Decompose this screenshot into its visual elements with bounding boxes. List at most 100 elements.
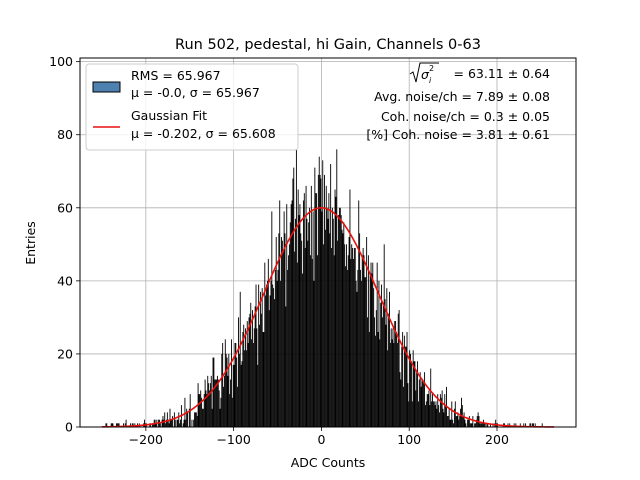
histogram-bar	[218, 390, 220, 427]
histogram-bar	[397, 313, 399, 427]
histogram-bar	[182, 423, 184, 427]
histogram-bar	[297, 189, 299, 427]
histogram-bar	[205, 390, 207, 427]
histogram-bar	[438, 405, 440, 427]
histogram-bar	[234, 342, 236, 427]
histogram-bar	[381, 317, 383, 427]
histogram-bar	[235, 342, 237, 427]
histogram-bar	[304, 247, 306, 427]
histogram-bar	[183, 419, 185, 427]
histogram-bar	[338, 207, 340, 427]
histogram-bar	[365, 277, 367, 427]
histogram-bar	[454, 401, 456, 427]
histogram-bar	[430, 368, 432, 427]
histogram-bar	[534, 423, 536, 427]
histogram-bar	[437, 394, 439, 427]
histogram-bar	[414, 361, 416, 427]
histogram-bar	[203, 394, 205, 427]
histogram-bar	[439, 394, 441, 427]
histogram-bar	[259, 291, 261, 427]
stat-coh-noise-percent: [%] Coh. noise = 3.81 ± 0.61	[366, 127, 550, 142]
histogram-bar	[412, 350, 414, 427]
histogram-bar	[346, 269, 348, 427]
histogram-bar	[367, 255, 369, 427]
histogram-bar	[396, 332, 397, 427]
histogram-bar	[223, 386, 224, 427]
histogram-bar	[325, 185, 327, 427]
legend-histogram-swatch	[92, 81, 121, 93]
histogram-bar	[164, 412, 166, 427]
histogram-bar	[424, 372, 426, 427]
histogram-bar	[206, 394, 208, 427]
gaussian-fit-line	[101, 206, 555, 428]
histogram-bar	[260, 313, 262, 427]
legend-histogram-label: RMS = 65.967	[131, 68, 221, 83]
histogram-bar	[247, 342, 249, 427]
histogram-bar	[320, 178, 322, 427]
histogram-bar	[212, 357, 214, 427]
histogram-bar	[152, 423, 154, 427]
histogram-bar	[378, 280, 380, 427]
histogram-bar	[144, 419, 145, 427]
histogram-bar	[401, 346, 403, 427]
histogram-bar	[389, 291, 390, 427]
histogram-bar	[317, 174, 319, 427]
histogram-bar	[348, 237, 350, 427]
histogram-bar	[327, 218, 329, 427]
histogram-bar	[429, 405, 431, 427]
histogram-bar	[453, 408, 455, 427]
y-tick-label: 80	[57, 127, 73, 142]
histogram-bar	[464, 419, 466, 427]
histogram-bar	[257, 364, 259, 427]
histogram-bar	[220, 397, 222, 427]
histogram-bar	[322, 160, 324, 427]
histogram-bar	[326, 207, 328, 427]
histogram-bar	[209, 383, 211, 427]
histogram-bar	[453, 423, 454, 427]
histogram-bar	[117, 423, 119, 427]
histogram-bar	[411, 401, 413, 427]
histogram-bar	[275, 237, 277, 427]
histogram-bar	[287, 269, 289, 427]
x-axis-label: ADC Counts	[291, 455, 366, 470]
histogram-bar	[345, 244, 347, 427]
histogram-bar	[199, 394, 201, 427]
histogram-bar	[432, 401, 434, 427]
histogram-bar	[529, 423, 531, 427]
histogram-bar	[293, 167, 295, 428]
histogram-bar	[468, 419, 469, 427]
histogram-bar	[124, 423, 126, 427]
histogram-bar	[425, 401, 427, 427]
histogram-bar	[177, 419, 179, 427]
histogram-bar	[439, 412, 440, 427]
histogram-bar	[410, 353, 411, 427]
x-tick-label: 100	[397, 432, 421, 447]
y-tick-label: 100	[49, 54, 73, 69]
histogram-bar	[465, 423, 467, 427]
histogram-bar	[238, 317, 239, 427]
histogram-bar	[243, 324, 245, 427]
histogram-bar	[163, 419, 165, 427]
histogram-bar	[202, 408, 204, 427]
histogram-bar	[468, 416, 470, 427]
histogram-bar	[332, 218, 334, 427]
histogram-bar	[402, 332, 404, 427]
histogram-bar	[215, 379, 217, 427]
histogram-bar	[288, 255, 289, 427]
histogram-bar	[279, 200, 281, 427]
histogram-bar	[350, 258, 352, 427]
histogram-bar	[174, 419, 176, 427]
histogram-bar	[261, 288, 263, 427]
histogram-bar	[125, 419, 127, 427]
histogram-bar	[302, 273, 304, 427]
histogram-bar	[532, 423, 534, 427]
histogram-bar	[294, 251, 296, 427]
x-tick-label: −100	[216, 432, 250, 447]
histogram-bar	[198, 394, 200, 427]
histogram-bar	[318, 156, 320, 428]
histogram-bar	[248, 317, 250, 427]
histogram-bar	[357, 269, 359, 427]
histogram-bar	[201, 397, 203, 427]
histogram-bar	[384, 299, 386, 427]
legend-fit-mu: μ = -0.202	[131, 126, 198, 141]
